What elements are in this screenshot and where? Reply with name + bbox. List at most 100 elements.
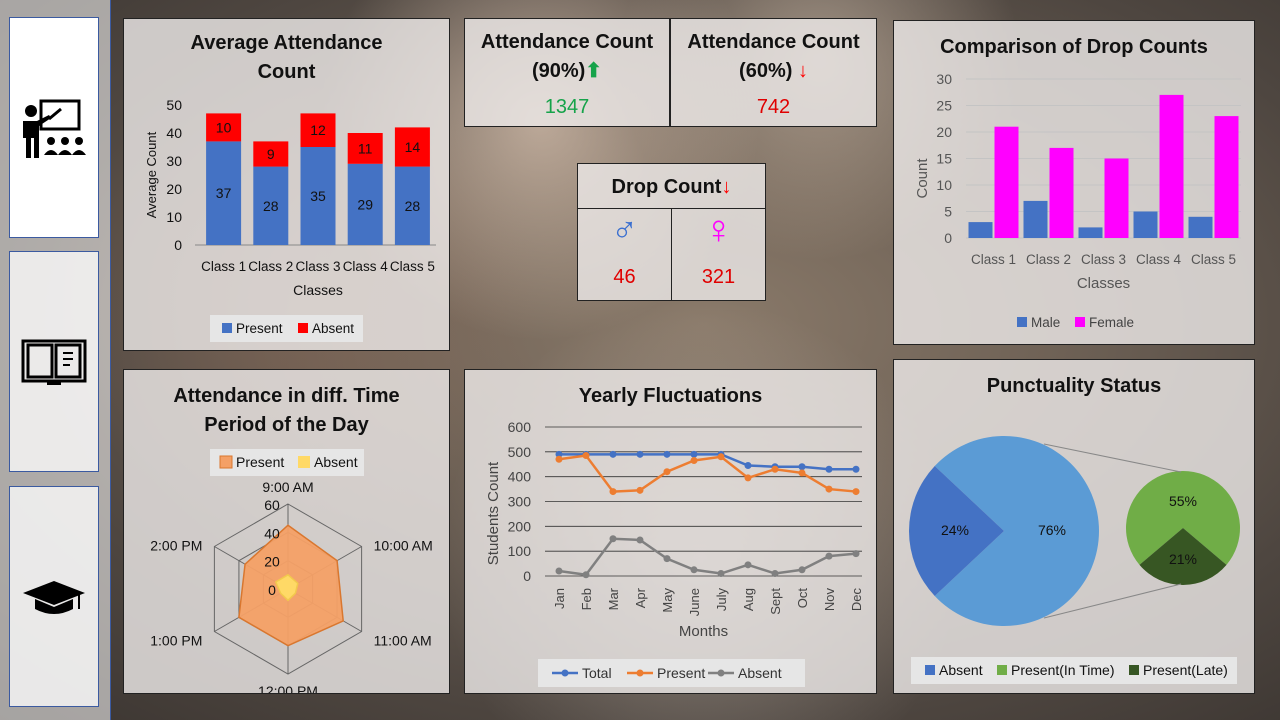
axis-label: 12:00 PM: [258, 683, 318, 693]
point-present: [744, 474, 752, 482]
legend-label: Present(In Time): [1011, 662, 1114, 678]
data-label: 29: [357, 196, 373, 212]
r-tick-label: 40: [264, 525, 280, 541]
x-tick-label: Feb: [579, 588, 594, 610]
pie-slice-present: [934, 436, 1099, 626]
avg-attendance-panel: Average Attendance Count 0 10 20 30 40 50 37 10…: [123, 18, 450, 351]
bar-female: [1049, 147, 1074, 238]
drop-comparison-title: Comparison of Drop Counts: [940, 36, 1208, 58]
legend-box: [210, 449, 364, 476]
legend-marker-total: [561, 669, 569, 677]
time-period-title-2: Period of the Day: [204, 414, 369, 436]
point-total: [744, 461, 752, 469]
legend-swatch-present: [222, 323, 232, 333]
y-tick-label: 300: [508, 494, 532, 510]
point-present: [825, 485, 833, 493]
attendance-90-card: Attendance Count (90%)⬆ 1347: [464, 18, 670, 127]
y-tick-label: 15: [936, 151, 952, 167]
point-absent: [825, 552, 833, 560]
yearly-line-chart: 0 100 200 300 400 500 600 Jan Feb Mar Apr May June Ju…: [485, 419, 864, 687]
y-tick-label: 600: [508, 419, 532, 435]
y-tick-label: 50: [166, 97, 182, 113]
legend-marker-present: [636, 669, 644, 677]
att60-title-2: (60%) ↓: [739, 60, 808, 82]
bar-male: [1078, 227, 1103, 238]
drop-count-card: Drop Count↓ ♂ ♀ 46 321: [577, 163, 766, 301]
pie-data-label: 76%: [1038, 522, 1066, 538]
x-tick-label: Class 5: [390, 259, 435, 274]
y-tick-label: 30: [936, 71, 952, 87]
axis-label: 1:00 PM: [150, 633, 202, 649]
point-absent: [717, 570, 725, 578]
legend-label-absent: Absent: [312, 321, 354, 336]
point-total: [825, 465, 833, 473]
arrow-up-icon: ⬆: [585, 60, 603, 82]
legend-label: Present(Late): [1143, 662, 1228, 678]
legend-label-male: Male: [1031, 315, 1060, 330]
divider: [671, 208, 672, 300]
y-tick-label: 0: [174, 237, 182, 253]
x-tick-label: Class 2: [248, 259, 293, 274]
point-absent: [771, 570, 779, 578]
bar-absent: [300, 113, 336, 147]
pie-data-label: 21%: [1169, 551, 1197, 567]
att60-title-1: Attendance Count: [687, 31, 860, 53]
y-tick-label: 0: [944, 230, 952, 246]
time-period-radar-chart: 0 20 40 60 9:00 AM 10:00 AM 11:00 AM 12:00 PM 1:…: [150, 449, 433, 693]
legend-label-absent: Absent: [738, 665, 782, 681]
y-tick-label: 5: [944, 204, 952, 220]
bar-absent: [253, 141, 289, 167]
female-icon: ♀: [703, 208, 734, 252]
data-label: 35: [310, 188, 326, 204]
legend-label-present: Present: [657, 665, 705, 681]
x-tick-label: Sept: [768, 588, 783, 615]
punctuality-panel: Punctuality Status 24% 76% 55% 21% Absent Pre…: [893, 359, 1255, 694]
graduation-cap-icon: [23, 580, 85, 614]
bar-absent: [347, 133, 383, 164]
point-absent: [609, 535, 617, 543]
bar-female: [1159, 94, 1184, 239]
legend-swatch: [1129, 665, 1139, 675]
y-tick-label: 500: [508, 444, 532, 460]
y-tick-label: 40: [166, 125, 182, 141]
x-axis-title: Classes: [1077, 275, 1130, 292]
pie-slice-late: [1139, 528, 1227, 585]
point-present: [582, 452, 590, 460]
x-tick-label: Class 4: [343, 259, 389, 274]
att90-title-2: (90%)⬆: [531, 60, 603, 82]
time-period-title-1: Attendance in diff. Time: [173, 385, 400, 407]
legend-swatch-absent: [298, 456, 310, 468]
sidebar-item-graduation[interactable]: [9, 486, 99, 707]
legend-swatch-male: [1017, 317, 1027, 327]
drop-title: Drop Count↓: [611, 176, 732, 198]
bar-female: [994, 126, 1019, 238]
legend-swatch: [925, 665, 935, 675]
line-absent: [558, 537, 857, 577]
bar-present: [300, 147, 336, 245]
x-tick-label: Class 1: [971, 252, 1016, 267]
legend-box: [911, 657, 1237, 684]
bar-male: [1188, 216, 1213, 238]
sidebar-item-courses[interactable]: [9, 251, 99, 472]
point-absent: [798, 566, 806, 574]
y-tick-label: 20: [936, 124, 952, 140]
line-present: [558, 454, 857, 493]
point-total: [852, 465, 860, 473]
data-label: 11: [358, 140, 373, 156]
point-total: [798, 463, 806, 471]
point-total: [690, 450, 698, 458]
x-tick-label: Apr: [633, 587, 648, 608]
r-tick-label: 60: [264, 497, 280, 513]
sidebar-item-teacher[interactable]: [9, 17, 99, 238]
bar-present: [206, 141, 242, 245]
point-present: [771, 465, 779, 473]
point-total: [555, 450, 563, 458]
pie-slice-in-time: [1126, 471, 1240, 565]
legend-label-total: Total: [582, 665, 612, 681]
legend-swatch-absent: [298, 323, 308, 333]
x-tick-label: Class 3: [1081, 252, 1126, 267]
bar-male: [968, 222, 993, 238]
attendance-60-card: Attendance Count (60%) ↓ 742: [670, 18, 877, 127]
data-label: 10: [216, 119, 232, 135]
y-axis-title: Students Count: [485, 461, 502, 565]
